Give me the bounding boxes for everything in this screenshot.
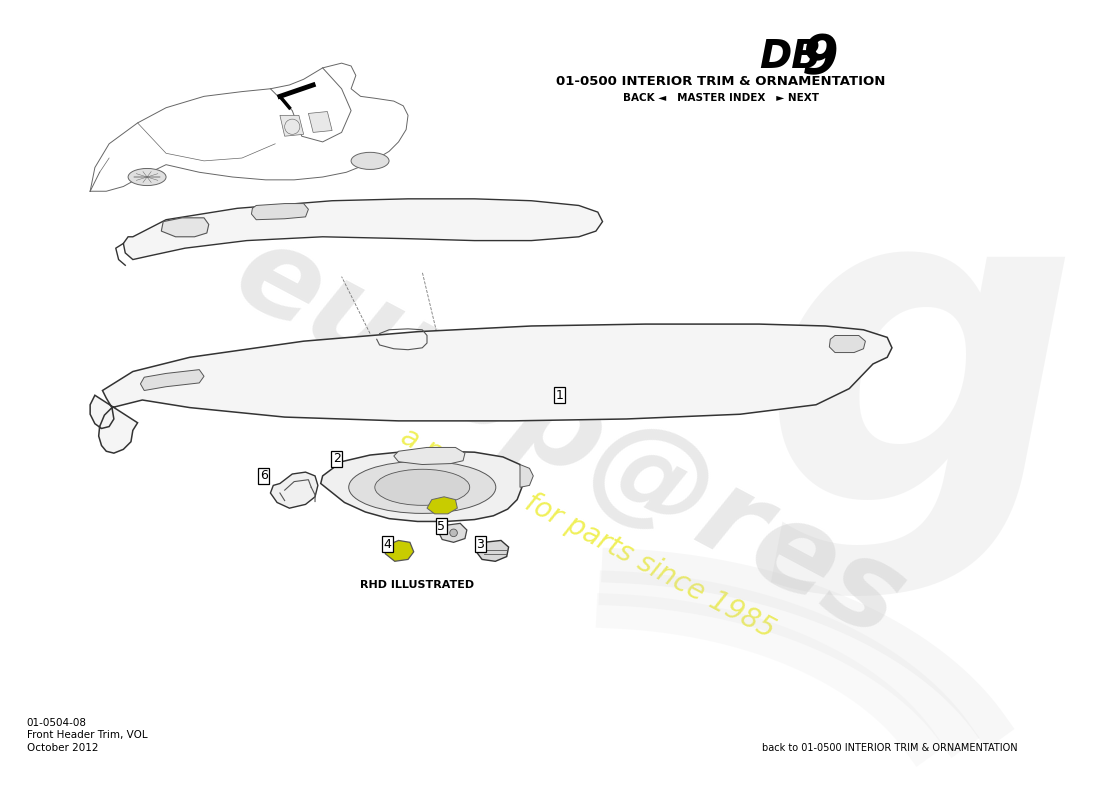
Text: October 2012: October 2012 bbox=[26, 742, 98, 753]
Text: 4: 4 bbox=[383, 538, 392, 550]
Text: 01-0500 INTERIOR TRIM & ORNAMENTATION: 01-0500 INTERIOR TRIM & ORNAMENTATION bbox=[557, 75, 886, 89]
Polygon shape bbox=[279, 115, 304, 136]
Polygon shape bbox=[252, 203, 308, 220]
Polygon shape bbox=[308, 111, 332, 133]
Text: 9: 9 bbox=[802, 32, 838, 84]
Text: back to 01-0500 INTERIOR TRIM & ORNAMENTATION: back to 01-0500 INTERIOR TRIM & ORNAMENT… bbox=[761, 742, 1018, 753]
Ellipse shape bbox=[375, 470, 470, 506]
Text: 6: 6 bbox=[260, 470, 267, 482]
Polygon shape bbox=[476, 541, 508, 562]
Polygon shape bbox=[427, 497, 458, 514]
Text: 01-0504-08: 01-0504-08 bbox=[26, 718, 87, 728]
Ellipse shape bbox=[128, 169, 166, 186]
Ellipse shape bbox=[349, 462, 496, 514]
Polygon shape bbox=[141, 370, 204, 390]
Text: europ@res: europ@res bbox=[216, 213, 923, 663]
Polygon shape bbox=[829, 335, 866, 353]
Ellipse shape bbox=[351, 152, 389, 170]
Circle shape bbox=[450, 529, 458, 537]
Polygon shape bbox=[394, 447, 465, 465]
Polygon shape bbox=[162, 218, 209, 237]
Text: Front Header Trim, VOL: Front Header Trim, VOL bbox=[26, 730, 147, 740]
Text: 1: 1 bbox=[556, 389, 564, 402]
Polygon shape bbox=[385, 541, 414, 562]
Text: a passion for parts since 1985: a passion for parts since 1985 bbox=[396, 422, 780, 644]
Text: DB: DB bbox=[759, 38, 821, 75]
Text: 5: 5 bbox=[437, 520, 446, 533]
Polygon shape bbox=[123, 199, 603, 259]
Text: 2: 2 bbox=[333, 452, 341, 466]
Polygon shape bbox=[439, 523, 466, 542]
Text: 3: 3 bbox=[476, 538, 484, 550]
Text: RHD ILLUSTRATED: RHD ILLUSTRATED bbox=[361, 580, 474, 590]
Polygon shape bbox=[321, 451, 524, 522]
Polygon shape bbox=[90, 324, 892, 453]
Text: BACK ◄   MASTER INDEX   ► NEXT: BACK ◄ MASTER INDEX ► NEXT bbox=[624, 93, 820, 102]
Polygon shape bbox=[271, 472, 318, 508]
Polygon shape bbox=[520, 465, 534, 487]
Text: g: g bbox=[761, 166, 1079, 596]
